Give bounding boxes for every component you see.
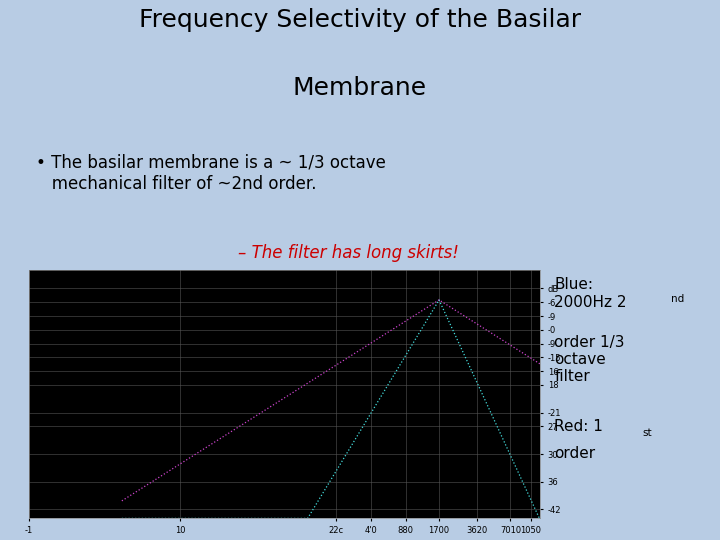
Text: Frequency Selectivity of the Basilar: Frequency Selectivity of the Basilar [139, 8, 581, 32]
Text: Red: 1: Red: 1 [554, 419, 603, 434]
Text: order 1/3
octave
filter: order 1/3 octave filter [554, 335, 625, 384]
Text: nd: nd [671, 294, 685, 303]
Text: • The basilar membrane is a ~ 1/3 octave
   mechanical filter of ~2nd order.: • The basilar membrane is a ~ 1/3 octave… [36, 154, 386, 193]
Text: – The filter has long skirts!: – The filter has long skirts! [238, 244, 459, 262]
Text: Blue:
2000Hz 2: Blue: 2000Hz 2 [554, 278, 627, 310]
Text: order: order [554, 447, 595, 461]
Text: Membrane: Membrane [293, 76, 427, 99]
Text: st: st [643, 428, 652, 438]
